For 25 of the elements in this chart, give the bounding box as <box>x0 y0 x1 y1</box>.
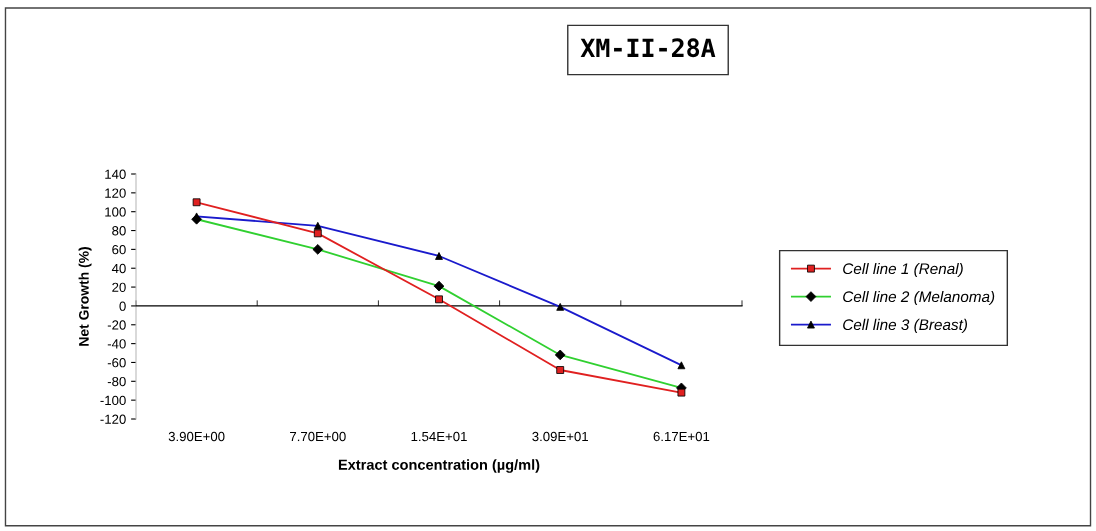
legend-label: Cell line 3 (Breast) <box>843 318 968 334</box>
y-tick-label: -80 <box>107 376 126 387</box>
y-axis-title: Net Growth (%) <box>78 247 92 346</box>
legend-label: Cell line 1 (Renal) <box>843 262 963 278</box>
x-tick-label: 1.54E+01 <box>411 431 467 442</box>
y-tick-label: 0 <box>119 301 126 311</box>
y-tick-label: -100 <box>100 395 126 406</box>
x-tick-label: 3.90E+00 <box>168 431 225 442</box>
legend-label: Cell line 2 (Melanoma) <box>843 290 995 306</box>
x-tick-label: 3.09E+01 <box>532 431 588 442</box>
y-tick-label: -20 <box>107 320 126 330</box>
y-tick-label: -120 <box>100 414 126 424</box>
y-tick-label: 140 <box>105 169 126 179</box>
y-tick-label: -60 <box>107 358 126 368</box>
y-tick-label: -40 <box>107 339 126 349</box>
y-tick-label: 120 <box>105 188 126 198</box>
x-tick-label: 7.70E+00 <box>290 431 346 442</box>
y-tick-label: 40 <box>111 263 126 274</box>
x-tick-label: 6.17E+01 <box>653 431 710 442</box>
chart-title: XM-II-28A <box>580 38 716 58</box>
y-tick-label: 20 <box>112 282 126 292</box>
y-tick-label: 80 <box>112 226 126 236</box>
y-tick-label: 100 <box>105 207 126 217</box>
y-tick-label: 60 <box>112 244 126 255</box>
x-axis-title: Extract concentration (µg/ml) <box>338 459 540 473</box>
